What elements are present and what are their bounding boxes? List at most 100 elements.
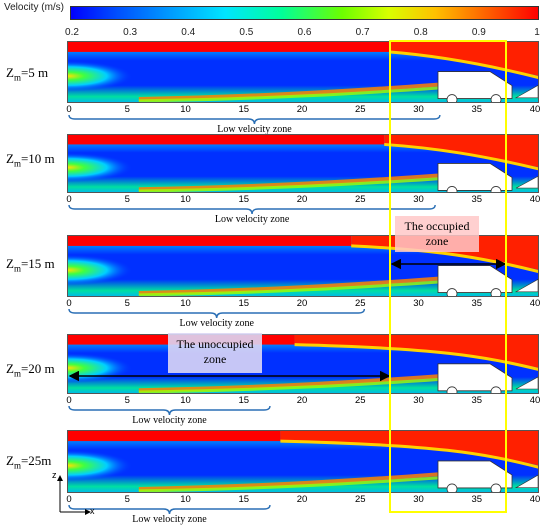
- jet-edge: [384, 142, 538, 171]
- velocity-contour-panel: [67, 41, 539, 103]
- x-axis-tick-label: 5: [124, 395, 130, 406]
- x-axis-tick-label: 40: [529, 104, 541, 115]
- low-velocity-brace: [68, 504, 271, 515]
- jet-edge: [294, 343, 538, 371]
- x-axis-tick-label: 30: [413, 298, 424, 309]
- van-shape: [437, 163, 513, 192]
- van-shape: [437, 460, 513, 492]
- x-axis-tick-label: 5: [124, 104, 130, 115]
- inlet-jet: [68, 236, 328, 296]
- case-label-suffix: =5 m: [20, 65, 49, 80]
- x-axis-tick-label: 10: [180, 494, 191, 505]
- x-axis-tick-label: 20: [296, 194, 308, 205]
- x-axis-tick-label: 15: [238, 494, 250, 505]
- x-axis-tick-label: 0: [66, 298, 72, 309]
- low-velocity-zone-label: Low velocity zone: [132, 514, 207, 525]
- jet-spread: [294, 335, 538, 368]
- x-axis-tick-label: 15: [238, 104, 250, 115]
- jet-edge: [351, 244, 538, 274]
- x-axis-tick-label: 25: [354, 494, 366, 505]
- x-axis-tick-label: 35: [471, 104, 483, 115]
- colorbar-title: Velocity (m/s): [4, 2, 65, 13]
- low-velocity-zone-label: Low velocity zone: [132, 415, 207, 426]
- colorbar-tick-label: 0.4: [181, 27, 196, 38]
- x-axis-tick-label: 20: [296, 298, 308, 309]
- colorbar-tick-label: 0.2: [65, 27, 79, 38]
- colorbar-tick-label: 0.7: [355, 27, 370, 38]
- x-axis-tick-label: 30: [413, 494, 424, 505]
- case-label-prefix: Z: [6, 453, 14, 468]
- colorbar-tick-label: 0.3: [123, 27, 138, 38]
- low-velocity-brace: [68, 114, 441, 125]
- case-label-prefix: Z: [6, 256, 14, 271]
- x-axis-tick-label: 5: [124, 194, 130, 205]
- x-axis-tick-label: 20: [296, 395, 308, 406]
- case-label: Zm=10 m: [6, 151, 55, 169]
- x-axis-tick-label: 40: [529, 494, 541, 505]
- van-shape: [437, 363, 513, 393]
- x-axis-tick-label: 20: [296, 104, 308, 115]
- x-axis-tick-label: 10: [180, 395, 191, 406]
- x-axis-tick-label: 15: [238, 298, 250, 309]
- deflector-plate: [514, 85, 538, 99]
- ceiling-jet: [68, 42, 389, 52]
- deflector-plate: [514, 474, 538, 488]
- x-axis-tick-label: 5: [124, 494, 130, 505]
- case-label-prefix: Z: [6, 65, 14, 80]
- deflector-plate: [515, 175, 538, 189]
- x-axis-tick-label: 15: [238, 194, 250, 205]
- ceiling-jet: [68, 135, 385, 145]
- colorbar-tick-label: 1: [534, 27, 540, 38]
- x-axis-tick-label: 0: [66, 194, 72, 205]
- contour-field: [68, 135, 538, 192]
- case-label-sub: m: [13, 263, 21, 274]
- deflector-plate: [514, 279, 538, 293]
- z-axis-label: z: [52, 470, 57, 480]
- x-axis-tick-label: 30: [413, 104, 424, 115]
- case-label-suffix: =15 m: [20, 256, 55, 271]
- case-label-sub: m: [13, 72, 21, 83]
- case-label: Zm=5 m: [6, 65, 48, 83]
- case-label-suffix: =20 m: [20, 361, 55, 376]
- case-label-prefix: Z: [6, 151, 14, 166]
- x-axis-tick-label: 10: [180, 104, 191, 115]
- case-label-sub: m: [13, 158, 21, 169]
- case-label: Zm=25m: [6, 453, 51, 471]
- contour-field: [68, 42, 538, 102]
- inlet-jet: [68, 42, 328, 102]
- case-label-suffix: =10 m: [20, 151, 55, 166]
- x-axis-tick-label: 25: [354, 194, 366, 205]
- x-axis-tick-label: 30: [413, 395, 424, 406]
- case-label: Zm=20 m: [6, 361, 55, 379]
- jet-edge: [388, 50, 538, 80]
- low-velocity-zone-label: Low velocity zone: [179, 318, 254, 329]
- deflector-plate: [515, 376, 538, 390]
- contour-field: [68, 431, 538, 492]
- velocity-contour-panel: [67, 134, 539, 193]
- jet-spread: [388, 42, 538, 76]
- x-axis-tick-label: 10: [180, 194, 191, 205]
- colorbar-tick-label: 0.8: [413, 27, 428, 38]
- low-velocity-brace: [68, 308, 366, 319]
- case-label-sub: m: [13, 460, 21, 471]
- occupied-zone-label: The occupied zone: [395, 216, 479, 252]
- ceiling-jet: [68, 236, 352, 246]
- x-axis-tick-label: 10: [180, 298, 191, 309]
- van-shape: [437, 265, 513, 296]
- case-label-prefix: Z: [6, 361, 14, 376]
- x-axis-tick-label: 25: [354, 298, 366, 309]
- jet-edge: [280, 439, 538, 469]
- x-axis-label: x: [90, 506, 95, 516]
- x-axis-tick-label: 35: [471, 494, 483, 505]
- x-axis-tick-label: 15: [238, 395, 250, 406]
- x-axis-tick-label: 35: [471, 395, 483, 406]
- jet-spread: [280, 431, 538, 466]
- occupied-zone-highlight-frame: [389, 40, 507, 513]
- ceiling-jet: [68, 431, 281, 442]
- colorbar-tick-label: 0.9: [471, 27, 486, 38]
- low-velocity-zone-label: Low velocity zone: [214, 214, 290, 225]
- low-velocity-brace: [68, 405, 271, 416]
- case-label-suffix: =25m: [20, 453, 52, 468]
- x-axis-tick-label: 35: [471, 194, 483, 205]
- colorbar-tick-label: 0.5: [239, 27, 254, 38]
